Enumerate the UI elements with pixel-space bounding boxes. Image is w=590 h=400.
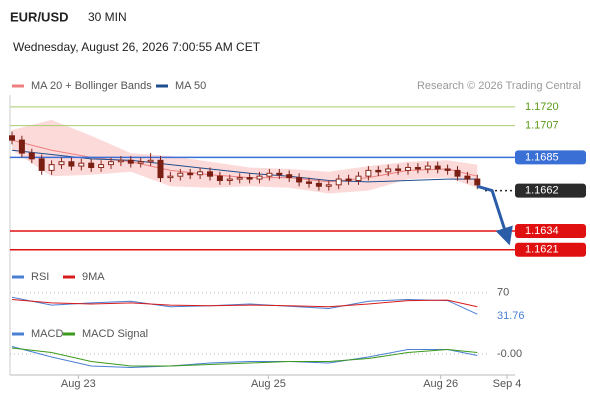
candle-body	[424, 165, 431, 170]
macd-line	[11, 347, 478, 367]
candle-body	[444, 168, 451, 171]
candle-body	[167, 175, 174, 179]
candle-body	[108, 161, 114, 166]
candle-body	[157, 159, 164, 179]
indicator-tick-label: -0.00	[497, 348, 522, 360]
candle-body	[414, 167, 421, 170]
candle-body	[266, 172, 273, 177]
x-tick-label: Sep 4	[493, 378, 522, 390]
candle-body	[306, 181, 312, 184]
candle-body	[345, 178, 352, 181]
level-label: 1.1621	[525, 244, 559, 256]
level-box	[515, 150, 586, 165]
timeframe: 30 MIN	[88, 10, 127, 24]
candle-body	[375, 169, 382, 173]
candle-body	[276, 172, 283, 176]
candle-body	[38, 158, 45, 171]
timestamp: Wednesday, August 26, 2026 7:00:55 AM CE…	[13, 40, 261, 54]
candle-body	[177, 172, 184, 177]
candle-body	[68, 161, 75, 167]
macd-line	[11, 346, 478, 369]
candle-body	[296, 177, 303, 183]
x-tick-label: Aug 26	[423, 378, 458, 390]
x-tick-label: Aug 23	[61, 378, 96, 390]
forecast-arrow	[476, 184, 513, 246]
candle-body	[117, 159, 124, 163]
candle-body	[474, 178, 481, 186]
candle-body	[147, 159, 154, 163]
candle-body	[28, 152, 35, 160]
legend-label: MA 20 + Bollinger Bands	[31, 80, 152, 92]
candle-body	[335, 178, 342, 186]
legend-label: RSI	[31, 271, 49, 283]
candle-body	[18, 139, 25, 154]
candle-body	[286, 174, 293, 179]
candle-body	[187, 172, 194, 176]
candle-body	[88, 162, 95, 169]
candle-body	[58, 161, 65, 166]
candle-body	[127, 159, 134, 164]
indicator-tick-label: 70	[497, 287, 509, 299]
candle-body	[405, 167, 411, 171]
level-label: 1.1720	[525, 101, 559, 113]
candle-body	[216, 175, 223, 181]
candle-body	[137, 161, 144, 164]
candle-body	[78, 162, 85, 167]
candle-body	[246, 177, 253, 180]
legend-label: MACD	[31, 328, 63, 340]
level-label: 1.1685	[525, 151, 559, 163]
candle-body	[315, 182, 322, 187]
candle-body	[434, 165, 441, 170]
level-box	[515, 223, 586, 238]
legend-label: 9MA	[82, 271, 105, 283]
candle-body	[365, 169, 372, 177]
candle-body	[48, 164, 55, 171]
chart-title: EUR/USD	[10, 9, 69, 24]
candle-body	[256, 175, 263, 180]
x-tick-label: Aug 25	[251, 378, 286, 390]
level-label: 1.1707	[525, 120, 559, 132]
candle-body	[9, 135, 15, 141]
candle-body	[207, 171, 213, 177]
bollinger-band	[12, 119, 478, 194]
level-label: 1.1662	[525, 184, 559, 196]
rsi-line	[11, 296, 478, 315]
candle-body	[325, 184, 332, 187]
candle-body	[355, 175, 362, 181]
candle-body	[226, 178, 233, 181]
level-box	[515, 242, 586, 257]
candle-body	[197, 171, 204, 176]
rsi-last-value: 31.76	[497, 310, 525, 322]
candle-body	[98, 164, 105, 169]
candle-body	[236, 177, 243, 180]
candle-body	[454, 169, 461, 177]
candle-body	[395, 168, 402, 171]
rsi-line	[11, 299, 478, 308]
level-box	[515, 183, 586, 198]
legend-label: MA 50	[175, 80, 206, 92]
source: Research © 2026 Trading Central	[417, 80, 581, 92]
candle-body	[464, 175, 471, 180]
candle-body	[385, 168, 392, 173]
level-label: 1.1634	[525, 225, 559, 237]
legend-label: MACD Signal	[82, 328, 148, 340]
